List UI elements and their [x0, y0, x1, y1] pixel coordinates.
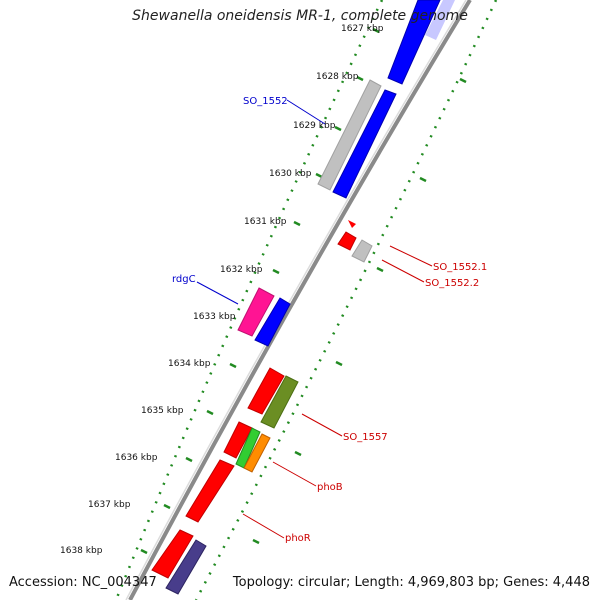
- gene-red-small[interactable]: [337, 231, 357, 251]
- gene-red-2[interactable]: [223, 421, 253, 459]
- gene-magenta-rdgc[interactable]: [237, 287, 275, 337]
- tick-label: 1634 kbp: [168, 359, 211, 369]
- gene-red-3[interactable]: [185, 459, 235, 523]
- outer-tick-ring: [194, 0, 498, 600]
- genome-backbone-highlight: [125, 0, 467, 600]
- gene-gray-large[interactable]: [317, 79, 382, 191]
- outer-track-genes: [165, 0, 455, 595]
- gene-olive-so1557[interactable]: [260, 375, 299, 429]
- gene-red-4[interactable]: [151, 529, 194, 579]
- tick-label: 1638 kbp: [60, 546, 103, 556]
- gene-navy-bottom[interactable]: [165, 539, 207, 595]
- gene-orange-phob[interactable]: [243, 433, 271, 473]
- gene-label-so1557[interactable]: SO_1557: [343, 432, 388, 443]
- tick-label: 1629 kbp: [293, 121, 336, 131]
- gene-label-so1552[interactable]: SO_1552: [243, 96, 288, 107]
- map-title: Shewanella oneidensis MR-1, complete gen…: [132, 8, 468, 24]
- tick-label: 1628 kbp: [316, 72, 359, 82]
- gene-blue-small[interactable]: [254, 297, 291, 347]
- tick-label: 1635 kbp: [141, 406, 184, 416]
- accession-text: Accession: NC_004347: [9, 575, 157, 590]
- leader-lines: [196, 99, 433, 539]
- inner-track-genes: [151, 79, 382, 579]
- topology-text: Topology: circular; Length: 4,969,803 bp…: [232, 575, 590, 590]
- gene-blue-so1552[interactable]: [332, 89, 397, 199]
- tick-label: 1633 kbp: [193, 312, 236, 322]
- kbp-tick-marks: [140, 27, 467, 555]
- genome-backbone: [128, 0, 472, 600]
- inner-tick-ring: [114, 0, 384, 600]
- gene-red-1[interactable]: [247, 367, 285, 415]
- tick-label: 1627 kbp: [341, 24, 384, 34]
- gene-lavender: [425, 0, 455, 40]
- gene-label-phob[interactable]: phoB: [317, 482, 343, 493]
- gene-label-so1552-1[interactable]: SO_1552.1: [433, 262, 487, 273]
- tick-label: 1637 kbp: [88, 500, 131, 510]
- gene-red-so1552-1[interactable]: [348, 220, 356, 228]
- tick-label: 1631 kbp: [244, 217, 287, 227]
- tick-label: 1632 kbp: [220, 265, 263, 275]
- gene-label-so1552-2[interactable]: SO_1552.2: [425, 278, 479, 289]
- tick-label: 1630 kbp: [269, 169, 312, 179]
- gene-blue-top[interactable]: [387, 0, 441, 85]
- gene-label-rdgc[interactable]: rdgC: [172, 274, 196, 285]
- gene-label-phor[interactable]: phoR: [285, 533, 311, 544]
- gene-gray-so1552-2[interactable]: [351, 239, 373, 263]
- tick-label: 1636 kbp: [115, 453, 158, 463]
